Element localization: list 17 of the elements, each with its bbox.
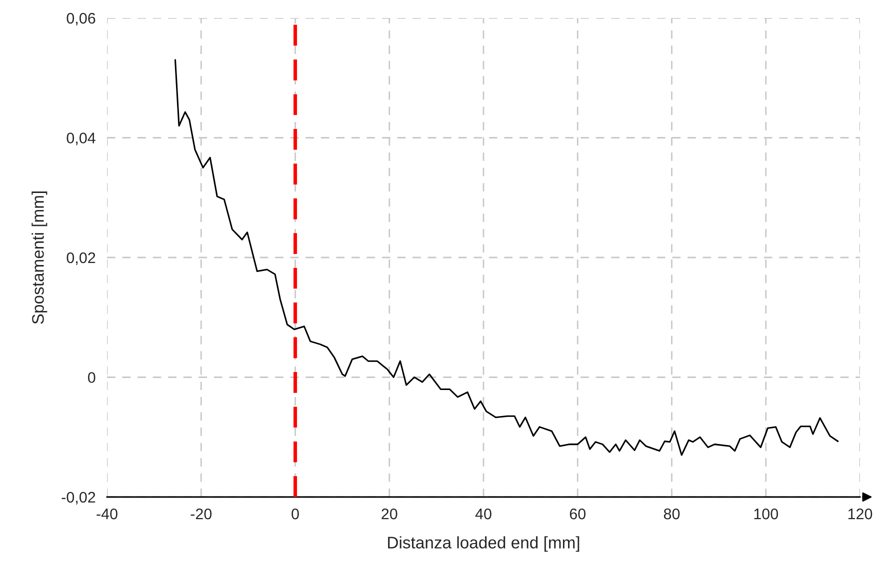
x-tick-label: 0	[292, 508, 299, 520]
x-tick-label: 40	[475, 508, 492, 520]
y-tick-label: 0	[88, 372, 96, 383]
x-axis-title: Distanza loaded end [mm]	[388, 536, 580, 552]
x-tick-label: 100	[754, 508, 778, 520]
y-tick-label: 0,02	[66, 252, 96, 265]
y-tick-label: 0,06	[66, 12, 96, 26]
x-tick-label: -20	[190, 508, 212, 520]
x-tick-label: -40	[96, 508, 118, 520]
y-tick-label: 0,04	[66, 132, 96, 146]
x-tick-label: 80	[664, 508, 680, 520]
x-tick-label: 20	[382, 508, 398, 520]
y-tick-label: -0,02	[62, 492, 96, 504]
x-tick-label: 120	[848, 508, 872, 520]
y-axis-title: Spostamenti [mm]	[32, 192, 48, 324]
x-tick-label: 60	[570, 508, 586, 520]
line-series	[174, 59, 839, 456]
